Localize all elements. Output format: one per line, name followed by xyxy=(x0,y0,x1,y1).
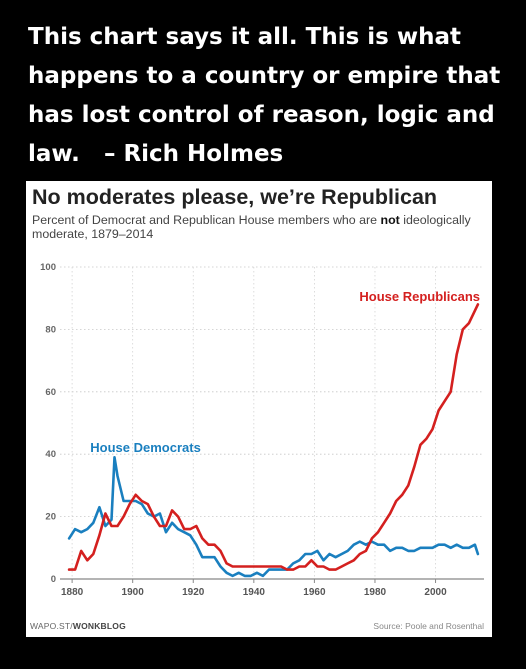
quote-line-3: has lost control of reason, logic and xyxy=(28,102,495,128)
republicans-series-line xyxy=(67,303,480,571)
quote-line-1: This chart says it all. This is what xyxy=(28,24,461,50)
quote-line-2: happens to a country or empire that xyxy=(28,63,501,89)
quote-line-4: law. – Rich Holmes xyxy=(28,141,284,167)
chart-plot: 0 20 40 60 80 100 1880 1900 1920 1940 1960 1980 200… xyxy=(40,262,484,598)
source-credit-prefix: WAPO.ST/ xyxy=(30,621,73,631)
y-tick-label: 100 xyxy=(40,262,56,273)
data-source: Source: Poole and Rosenthal xyxy=(373,621,484,631)
x-tick-label: 1960 xyxy=(303,587,326,598)
x-tick-label: 1920 xyxy=(182,587,205,598)
y-tick-label: 40 xyxy=(45,449,56,460)
subtitle-prefix: Percent of Democrat and Republican House… xyxy=(32,213,381,227)
source-credit-bold: WONKBLOG xyxy=(72,621,126,631)
quote-text: This chart says it all. This is what hap… xyxy=(28,18,508,174)
subtitle-suffix: ideologically moderate, 1879–2014 xyxy=(32,213,471,241)
x-tick-label: 1940 xyxy=(243,587,266,598)
chart-title: No moderates please, we’re Republican xyxy=(32,185,438,209)
chart-card: 0 20 40 60 80 100 1880 1900 1920 1940 1960 1980 200… xyxy=(26,181,492,637)
chart-subtitle: Percent of Democrat and Republican House… xyxy=(32,213,482,241)
y-tick-label: 80 xyxy=(45,324,56,335)
y-tick-label: 20 xyxy=(45,512,56,523)
x-tick-label: 1880 xyxy=(61,587,84,598)
y-tick-label: 0 xyxy=(51,574,56,585)
source-credit: WAPO.ST/WONKBLOG xyxy=(30,621,126,631)
x-tick-label: 1900 xyxy=(122,587,145,598)
democrats-annotation: House Democrats xyxy=(90,440,201,455)
x-tick-label: 2000 xyxy=(424,587,447,598)
y-tick-label: 60 xyxy=(45,387,56,398)
subtitle-bold: not xyxy=(380,213,400,227)
x-tick-label: 1980 xyxy=(364,587,387,598)
republicans-annotation: House Republicans xyxy=(359,289,480,304)
